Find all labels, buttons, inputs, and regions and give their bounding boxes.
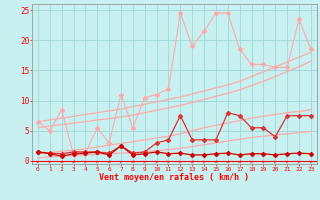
X-axis label: Vent moyen/en rafales ( km/h ): Vent moyen/en rafales ( km/h ) (100, 173, 249, 182)
